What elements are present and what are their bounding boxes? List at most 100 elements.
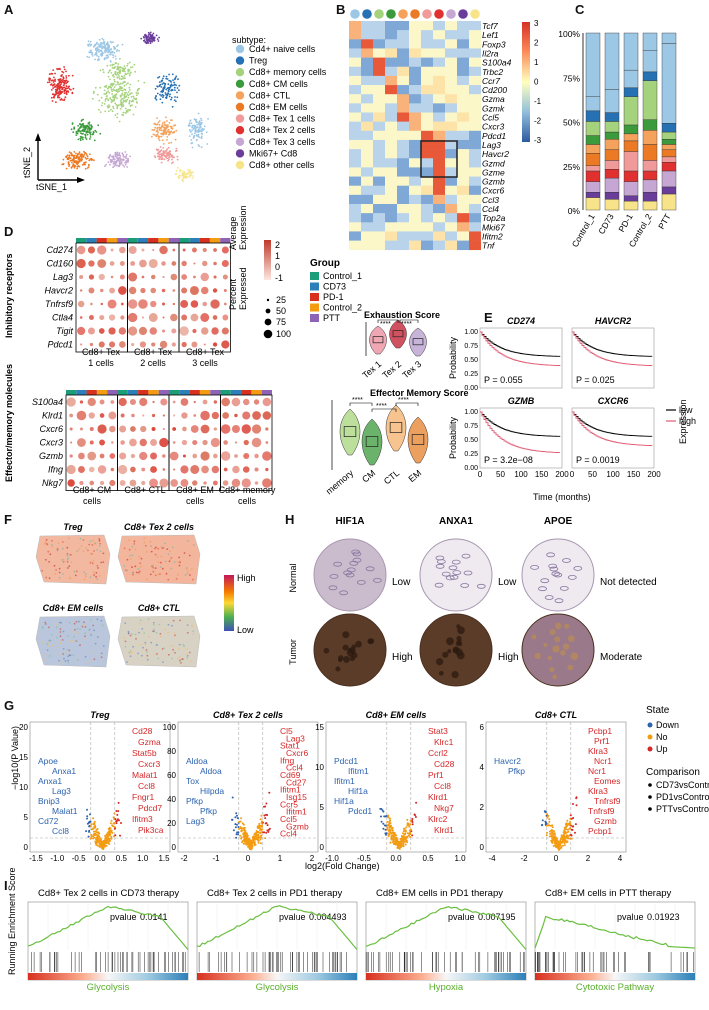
tsne-point <box>130 96 133 98</box>
volcano-point <box>89 820 92 823</box>
heatmap-cell <box>469 240 481 251</box>
volcano-point <box>570 817 573 820</box>
gsea-rank-bar <box>197 973 357 980</box>
volcano-point <box>97 834 100 837</box>
dot-group-label: 3 cells <box>192 358 218 368</box>
tsne-point <box>107 98 109 101</box>
pct-title-2: Expressed <box>238 267 248 310</box>
tsne-point <box>54 88 57 91</box>
tsne-point <box>98 50 100 53</box>
volcano-xtick: -2 <box>180 854 188 863</box>
tsne-point <box>116 71 119 74</box>
volcano-point <box>394 841 397 844</box>
state-legend-title: State <box>646 705 670 716</box>
tsne-point <box>114 95 117 97</box>
subtype-swatch <box>235 137 245 146</box>
tsne-point <box>111 90 114 93</box>
spot <box>83 621 85 624</box>
heatmap-gene: Ccr7 <box>482 76 500 86</box>
tsne-point <box>122 70 124 73</box>
tsne-point <box>72 154 75 157</box>
dot <box>190 313 199 322</box>
gsea-pvalue: 0.01923 <box>647 912 680 922</box>
tsne-point <box>200 117 202 120</box>
heatmap-cell <box>385 85 397 95</box>
tsne-point <box>110 159 112 162</box>
volcano-point <box>95 844 98 846</box>
sig-stars: **** <box>352 397 363 404</box>
tsne-point <box>106 48 109 51</box>
dot <box>190 300 199 308</box>
spot <box>135 571 138 574</box>
tsne-point <box>90 124 93 127</box>
volcano-point <box>569 820 571 823</box>
group-box <box>178 242 231 353</box>
tsne-point <box>146 38 149 41</box>
volcano-point <box>119 834 121 837</box>
spot <box>92 539 94 542</box>
stain <box>552 645 560 653</box>
heatmap-gene: Ccl3 <box>482 195 499 205</box>
tsne-point <box>131 99 134 102</box>
tsne-point <box>110 88 113 91</box>
tsne-point <box>57 96 59 99</box>
spot <box>66 648 69 651</box>
gland <box>544 595 554 600</box>
spot <box>154 574 157 577</box>
heatmap-cell <box>457 158 469 168</box>
spot <box>177 561 179 563</box>
tsne-point <box>58 92 60 95</box>
volcano-point <box>108 829 111 831</box>
heatmap-cell <box>409 240 421 251</box>
tsne-point <box>112 54 115 56</box>
dot-group-label: Cd8+ CTL <box>124 485 165 495</box>
spot <box>62 558 65 561</box>
dot <box>77 326 86 336</box>
tsne-point <box>132 113 135 116</box>
spot <box>170 644 172 647</box>
tsne-point <box>112 56 115 59</box>
volcano-point <box>231 818 234 821</box>
gsea-rank-bar <box>366 973 526 980</box>
heatmap-gene: Gzmb <box>482 177 505 187</box>
heatmap-cell <box>373 121 385 132</box>
heatmap-cell <box>433 231 445 241</box>
panel-label-g: G <box>4 698 15 713</box>
volcano-point <box>266 824 269 827</box>
heatmap-cell <box>469 167 481 177</box>
group-strip <box>169 390 180 395</box>
volcano-ytick: 6 <box>480 723 485 732</box>
volcano-point <box>561 839 564 842</box>
volcano-point <box>399 841 402 844</box>
comparison-legend-title: Comparison <box>646 767 700 778</box>
violin-box <box>343 426 357 437</box>
heatmap-cell <box>385 57 397 68</box>
violin-box <box>411 434 425 445</box>
dot-group-label: cells <box>238 496 257 506</box>
subtype-swatch <box>235 126 245 135</box>
tsne-point <box>173 84 175 86</box>
stain <box>447 649 452 654</box>
spot <box>157 561 160 563</box>
gsea-title: Cd8+ Tex 2 cells in CD73 therapy <box>38 888 179 899</box>
tsne-point <box>173 99 176 101</box>
dot <box>87 327 95 335</box>
dot <box>107 299 117 309</box>
subtype-swatch <box>235 79 245 89</box>
spot <box>62 653 65 655</box>
heatmap-cell <box>361 185 373 196</box>
spot <box>139 565 142 568</box>
volcano-point <box>409 836 412 838</box>
stain <box>567 664 574 671</box>
tsne-point <box>77 165 80 167</box>
volcano-point <box>231 796 234 799</box>
volcano-point <box>254 843 257 846</box>
tsne-point <box>115 156 118 159</box>
tsne-point <box>166 93 169 96</box>
tsne-point <box>123 88 126 91</box>
gene-label-up: Tnfrsf9 <box>588 806 615 816</box>
gene-label-up: Ccl4 <box>280 829 297 839</box>
spot <box>43 658 46 661</box>
volcano-point <box>116 813 119 816</box>
tsne-point <box>165 96 167 99</box>
